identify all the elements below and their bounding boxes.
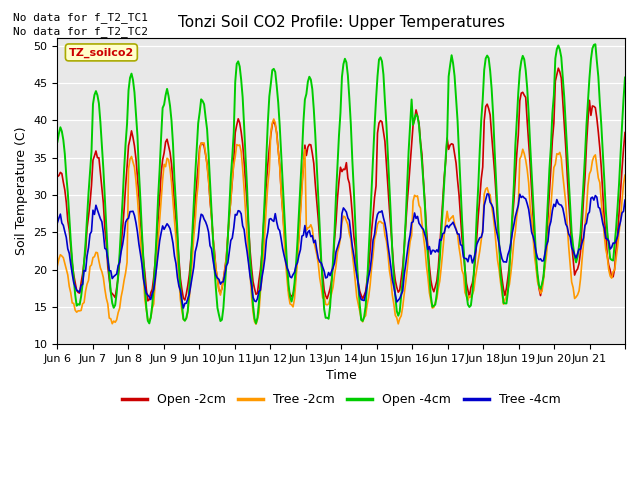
Tree -4cm [73,288,81,293]
Tree -2cm [54,263,61,268]
Tree -4cm [545,224,553,229]
Tree -4cm [620,208,627,214]
Tree -2cm [91,254,99,260]
Open -2cm [73,288,81,293]
Tree -4cm [621,197,629,203]
Open -4cm [620,96,627,102]
Tree -2cm [620,181,627,187]
X-axis label: Time: Time [326,370,356,383]
Open -4cm [73,303,81,309]
Open -4cm [91,92,99,98]
Tree -2cm [461,289,468,295]
Tree -2cm [252,321,260,327]
Tree -4cm [54,220,61,226]
Text: No data for f_T2_TC2: No data for f_T2_TC2 [13,26,148,37]
Tree -4cm [347,230,355,236]
Text: TZ_soilco2: TZ_soilco2 [68,48,134,58]
Open -2cm [347,193,355,199]
Tree -2cm [73,309,81,315]
Line: Open -4cm: Open -4cm [58,44,625,324]
Text: No data for f_T2_TC1: No data for f_T2_TC1 [13,12,148,23]
Tree -4cm [180,305,188,311]
Y-axis label: Soil Temperature (C): Soil Temperature (C) [15,127,28,255]
Line: Tree -4cm: Tree -4cm [58,194,625,308]
Open -2cm [544,214,552,219]
Open -4cm [460,243,467,249]
Open -2cm [91,153,99,159]
Open -4cm [621,74,629,80]
Line: Open -2cm: Open -2cm [58,68,625,301]
Title: Tonzi Soil CO2 Profile: Upper Temperatures: Tonzi Soil CO2 Profile: Upper Temperatur… [178,15,505,30]
Tree -4cm [483,191,491,197]
Legend: Open -2cm, Tree -2cm, Open -4cm, Tree -4cm: Open -2cm, Tree -2cm, Open -4cm, Tree -4… [117,388,566,411]
Tree -2cm [545,219,553,225]
Open -4cm [145,321,153,326]
Open -2cm [554,65,562,71]
Open -4cm [347,121,355,127]
Tree -2cm [621,172,629,178]
Open -4cm [544,197,552,203]
Open -2cm [620,146,627,152]
Open -2cm [621,130,629,135]
Open -4cm [54,139,61,144]
Tree -4cm [91,212,99,217]
Open -2cm [144,298,152,304]
Tree -4cm [460,254,467,260]
Open -4cm [591,41,599,47]
Open -2cm [460,251,467,256]
Tree -2cm [270,116,278,122]
Line: Tree -2cm: Tree -2cm [58,119,625,324]
Tree -2cm [348,251,356,257]
Open -2cm [54,174,61,180]
